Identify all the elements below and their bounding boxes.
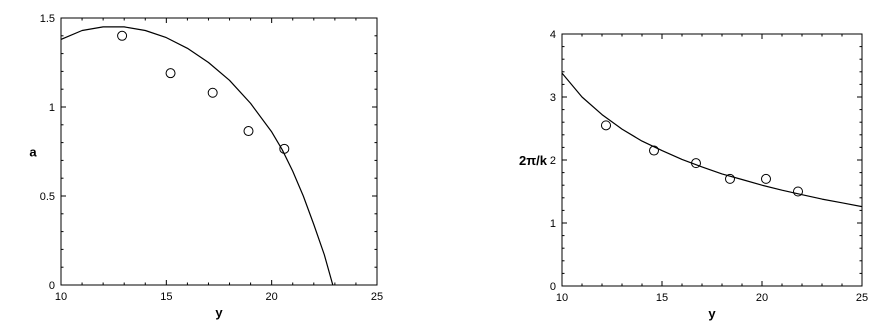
fit-curve (562, 72, 862, 208)
y-tick-label: 0.5 (40, 191, 55, 203)
data-point (117, 30, 128, 41)
data-point (761, 173, 771, 184)
data-point (165, 68, 176, 79)
y-tick-label: 0 (49, 280, 55, 292)
chart-right: 10 15 20 25 0 1 2 3 4 y 2π/k (519, 29, 868, 321)
x-tick-label: 15 (160, 291, 172, 303)
plot-frame (561, 33, 863, 287)
x-tick-label: 20 (756, 292, 768, 304)
plot-frame (60, 17, 378, 286)
y-axis-label: a (29, 145, 37, 160)
x-tick-label: 15 (656, 292, 668, 304)
x-axis-label: y (215, 305, 223, 320)
y-tick-label: 1.5 (40, 13, 55, 25)
x-tick-label: 10 (55, 291, 67, 303)
y-tick-label: 4 (550, 29, 556, 41)
y-tick-label: 3 (550, 92, 556, 104)
x-tick-label: 10 (556, 292, 568, 304)
y-tick-label: 1 (550, 218, 556, 230)
data-point (243, 126, 254, 137)
x-tick-label: 20 (266, 291, 278, 303)
y-tick-label: 1 (49, 102, 55, 114)
y-tick-label: 0 (550, 281, 556, 293)
data-point (207, 87, 218, 98)
x-axis-label: y (708, 306, 716, 321)
x-tick-label: 25 (856, 292, 868, 304)
x-tick-label: 25 (371, 291, 383, 303)
y-axis-label: 2π/k (519, 153, 548, 168)
fit-curve (61, 26, 334, 285)
chart-left: 10 15 20 25 0 0.5 1 1.5 y a (29, 13, 383, 320)
data-point (601, 120, 611, 131)
y-tick-label: 2 (550, 155, 556, 167)
